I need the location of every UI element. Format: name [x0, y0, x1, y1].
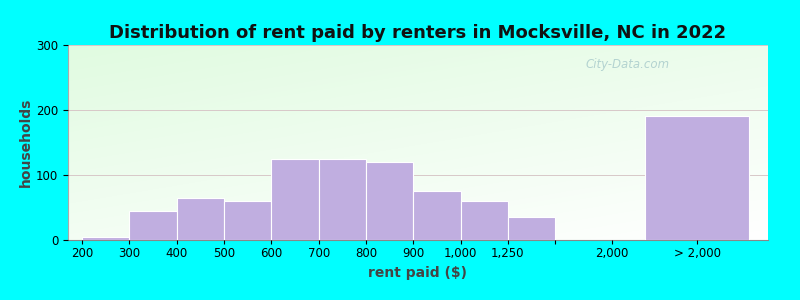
Bar — [130, 211, 177, 240]
Y-axis label: households: households — [19, 98, 34, 187]
Bar — [82, 237, 130, 240]
Title: Distribution of rent paid by renters in Mocksville, NC in 2022: Distribution of rent paid by renters in … — [110, 24, 726, 42]
Bar — [177, 198, 224, 240]
Text: City-Data.com: City-Data.com — [586, 58, 670, 71]
Bar — [414, 191, 461, 240]
Bar — [271, 159, 318, 240]
Bar — [645, 116, 749, 240]
Bar — [318, 159, 366, 240]
Bar — [224, 201, 271, 240]
X-axis label: rent paid ($): rent paid ($) — [369, 266, 467, 280]
Bar — [461, 201, 508, 240]
Bar — [508, 217, 555, 240]
Bar — [366, 162, 414, 240]
